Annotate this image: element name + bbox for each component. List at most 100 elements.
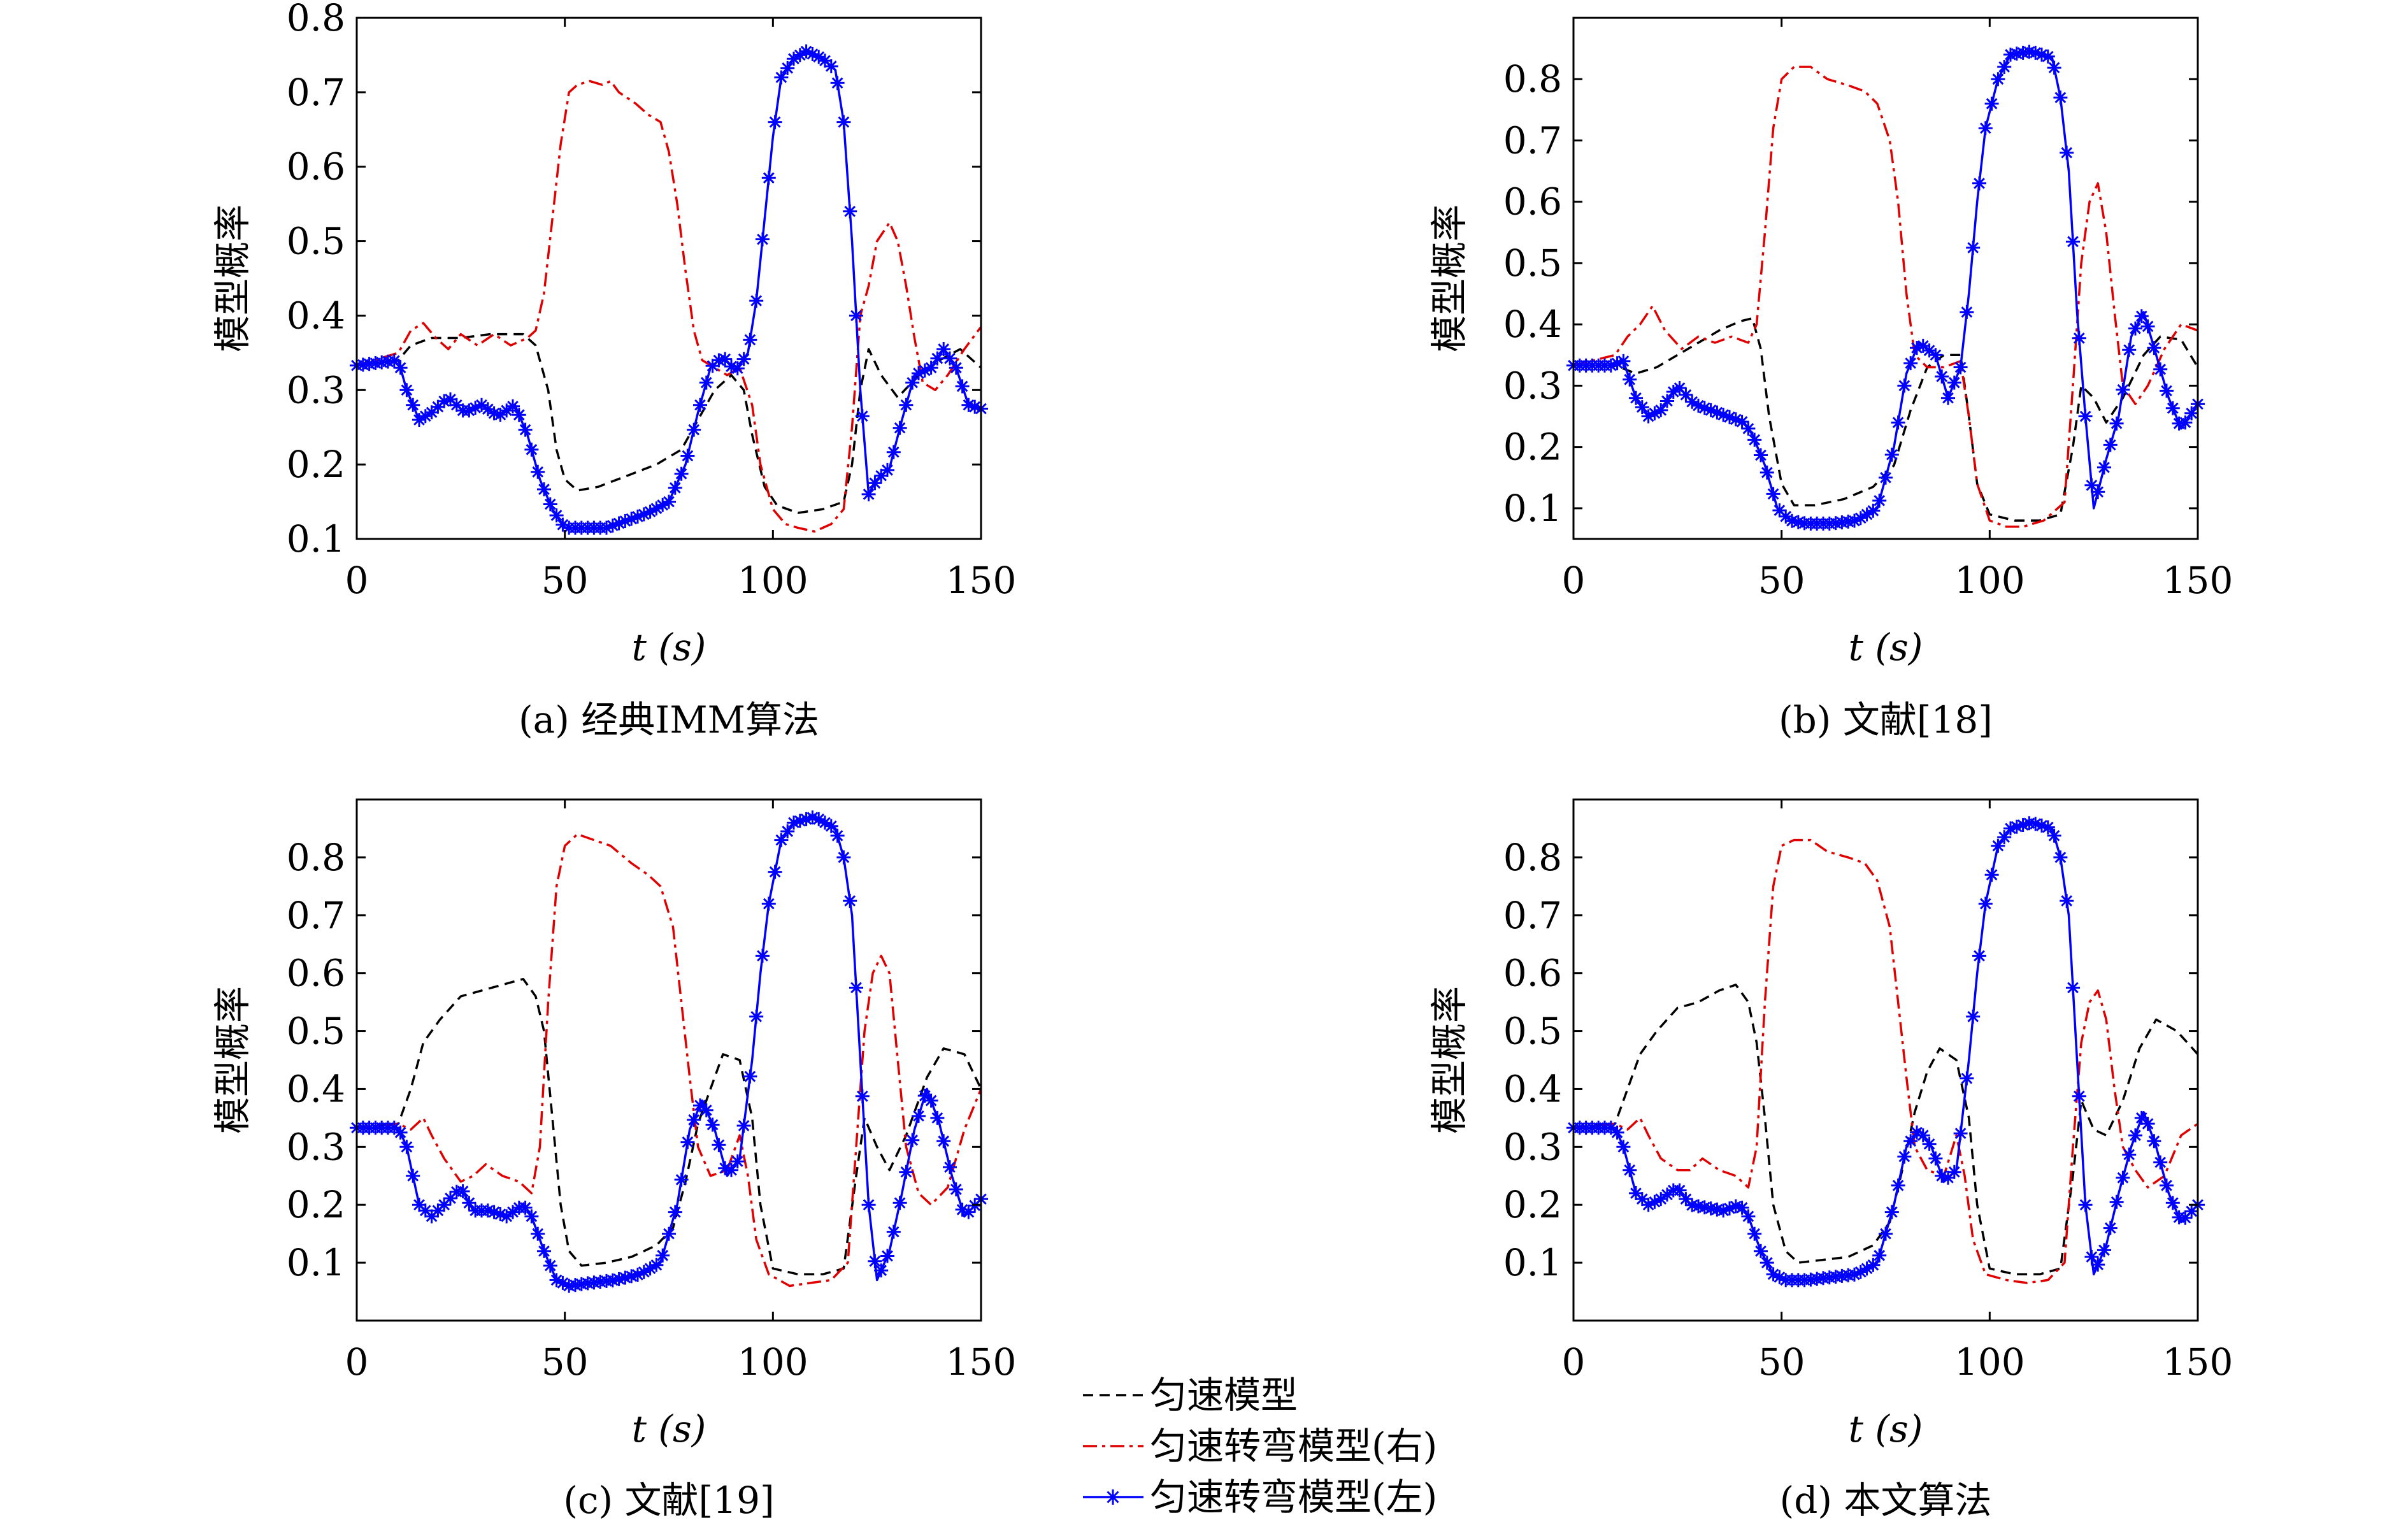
data-point-marker [2072,1089,2086,1103]
series-line-left-turn [1573,50,2199,525]
data-point-marker [599,520,613,535]
data-point-marker [699,375,713,390]
data-point-marker [2040,49,2055,64]
data-point-marker [1997,830,2012,845]
x-tick-label: 100 [1954,1340,2025,1384]
data-point-marker [855,409,870,424]
data-point-marker [1623,1163,1637,1177]
data-point-marker [892,420,907,435]
data-point-marker [2103,438,2118,452]
data-point-marker [1728,412,1743,427]
y-tick-label: 0.6 [1503,180,1562,224]
data-point-marker [1697,1200,1712,1215]
y-tick-label: 0.6 [287,952,345,995]
data-point-marker [1660,394,1674,408]
data-point-marker [543,497,557,512]
y-tick-label: 0.1 [287,517,345,561]
data-point-marker [1647,406,1662,420]
data-point-marker [2122,1147,2137,1162]
data-point-marker [905,1133,920,1147]
data-point-marker [2184,1204,2199,1219]
data-point-marker [1716,1203,1731,1218]
data-point-marker [2109,1194,2124,1209]
data-point-marker [531,1226,545,1241]
data-point-marker [774,833,789,847]
y-tick-label: 0.7 [287,894,345,937]
data-point-marker [818,815,832,830]
data-point-marker [961,398,976,412]
y-tick-label: 0.5 [1503,1010,1562,1053]
data-point-marker [537,482,551,497]
data-point-marker [1747,1226,1762,1241]
x-axis-label: t (s) [1849,626,1923,669]
data-point-marker [1941,1170,1955,1185]
data-point-marker [880,1249,894,1263]
data-point-marker [537,1244,551,1258]
data-point-marker [1972,949,1986,963]
data-point-marker [724,359,738,374]
data-point-marker [1723,1201,1737,1215]
y-tick-label: 0.7 [1503,894,1562,937]
data-point-marker [912,1108,926,1123]
series-line-constant-velocity [356,978,982,1276]
data-point-marker [2009,819,2024,834]
panel-a: 0 50 100 150 0.1 0.2 0.3 0.4 0.5 0.6 0.7 0.8 t (s) 模型… [211,0,1016,742]
x-tick-label: 100 [738,559,808,602]
data-point-marker [736,1119,751,1133]
data-point-marker [543,1258,557,1273]
data-point-marker [2128,1128,2142,1143]
data-point-marker [855,1089,870,1103]
data-point-marker [499,403,514,418]
data-point-marker [924,1093,938,1108]
series-markers-left-turn [350,44,988,535]
data-point-marker [1860,507,1874,522]
plot-frame [355,17,982,540]
data-point-marker [2128,321,2142,336]
data-point-marker [1759,1256,1774,1270]
data-point-marker [849,980,863,995]
data-point-marker [2140,1117,2155,1131]
x-axis-label: t (s) [632,626,706,669]
data-point-marker [406,398,420,412]
data-point-marker [549,1273,564,1287]
data-point-marker [449,398,464,412]
data-point-marker [605,1273,620,1287]
plot-frame [1572,798,2199,1322]
data-point-marker [824,819,838,833]
data-point-marker [2078,1198,2093,1212]
data-point-marker [1984,96,1999,111]
series-markers-left-turn [1566,45,2205,531]
data-point-marker [1910,341,1924,355]
data-point-marker [1641,409,1656,424]
data-point-marker [861,1198,876,1212]
data-point-marker [768,864,782,879]
y-tick-label: 0.2 [1503,1183,1562,1226]
data-point-marker [874,1263,889,1278]
data-point-marker [624,1269,639,1284]
data-point-marker [2103,1221,2118,1235]
data-point-marker [712,1138,726,1152]
legend-star-marker [1105,1489,1121,1505]
data-point-marker [780,61,795,75]
data-point-marker [749,1009,764,1024]
data-point-marker [1853,511,1868,526]
data-point-marker [2172,416,2186,431]
data-point-marker [1759,465,1774,480]
data-point-marker [2084,1250,2099,1264]
data-point-marker [443,392,457,406]
data-point-marker [1779,509,1793,524]
data-point-marker [1991,72,2005,87]
data-point-marker [930,1110,945,1125]
x-tick-label: 50 [541,559,589,602]
data-point-marker [1922,343,1937,358]
data-point-marker [493,408,508,422]
y-tick-label: 0.2 [287,1183,345,1226]
data-point-marker [892,1196,907,1210]
data-point-marker [480,402,495,417]
series-markers-left-turn [350,810,988,1293]
data-point-marker [1853,1265,1868,1279]
data-point-marker [1953,360,1968,375]
data-point-marker [687,422,701,437]
data-point-marker [1866,1258,1881,1272]
data-point-marker [1691,1199,1705,1214]
